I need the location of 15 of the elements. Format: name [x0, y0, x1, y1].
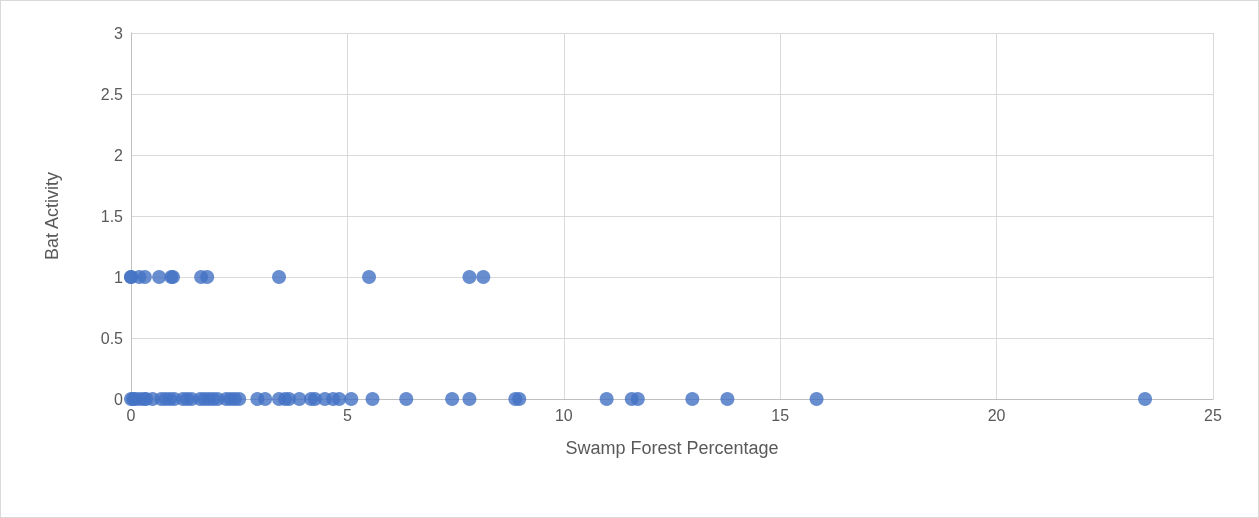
- y-tick-label: 3: [114, 24, 124, 42]
- y-tick-label: 1: [114, 268, 124, 286]
- y-axis-title: Bat Activity: [42, 171, 62, 261]
- y-tick-label: 2: [114, 146, 124, 164]
- x-tick-label: 0: [126, 406, 136, 424]
- y-tick-label: 1.5: [100, 207, 124, 225]
- x-tick-label: 10: [554, 406, 573, 424]
- x-axis-title: Swamp Forest Percentage: [565, 438, 779, 458]
- y-tick-label: 0: [114, 390, 124, 408]
- y-tick-label: 2.5: [100, 85, 124, 103]
- x-tick-label: 25: [1204, 406, 1222, 424]
- x-tick-label: 5: [342, 406, 352, 424]
- x-tick-label: 15: [771, 406, 790, 424]
- x-tick-label: 20: [987, 406, 1006, 424]
- y-tick-label: 0.5: [100, 329, 124, 347]
